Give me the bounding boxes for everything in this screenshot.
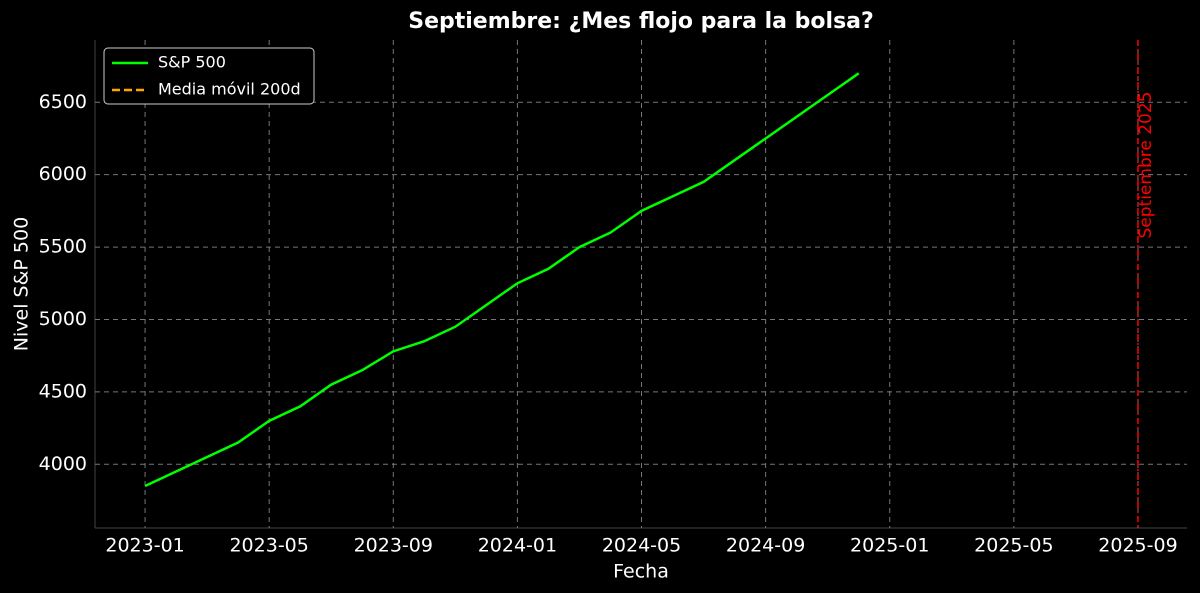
x-tick-label: 2023-05 (229, 535, 308, 557)
y-tick-label: 4000 (39, 453, 87, 475)
legend-label: S&P 500 (158, 53, 226, 72)
y-axis-label: Nivel S&P 500 (11, 217, 33, 351)
y-tick-label: 6000 (39, 163, 87, 185)
series-line (144, 72, 860, 488)
y-tick-label: 5500 (39, 236, 87, 258)
x-tick-label: 2023-01 (105, 535, 184, 557)
y-tick-label: 5000 (39, 308, 87, 330)
x-tick-label: 2024-01 (478, 535, 557, 557)
legend-box (103, 47, 315, 105)
x-tick-label: 2024-05 (602, 535, 681, 557)
x-tick-label: 2025-01 (850, 535, 929, 557)
x-tick-label: 2023-09 (354, 535, 433, 557)
x-tick-label: 2024-09 (726, 535, 805, 557)
chart-title: Septiembre: ¿Mes flojo para la bolsa? (408, 9, 874, 34)
x-axis-label: Fecha (613, 561, 669, 583)
y-tick-label: 4500 (39, 380, 87, 402)
legend-label: Media móvil 200d (158, 80, 301, 99)
x-tick-label: 2025-09 (1098, 535, 1177, 557)
annotation-label: Septiembre 2025 (1136, 92, 1156, 239)
x-tick-label: 2025-05 (974, 535, 1053, 557)
y-tick-label: 6500 (39, 91, 87, 113)
